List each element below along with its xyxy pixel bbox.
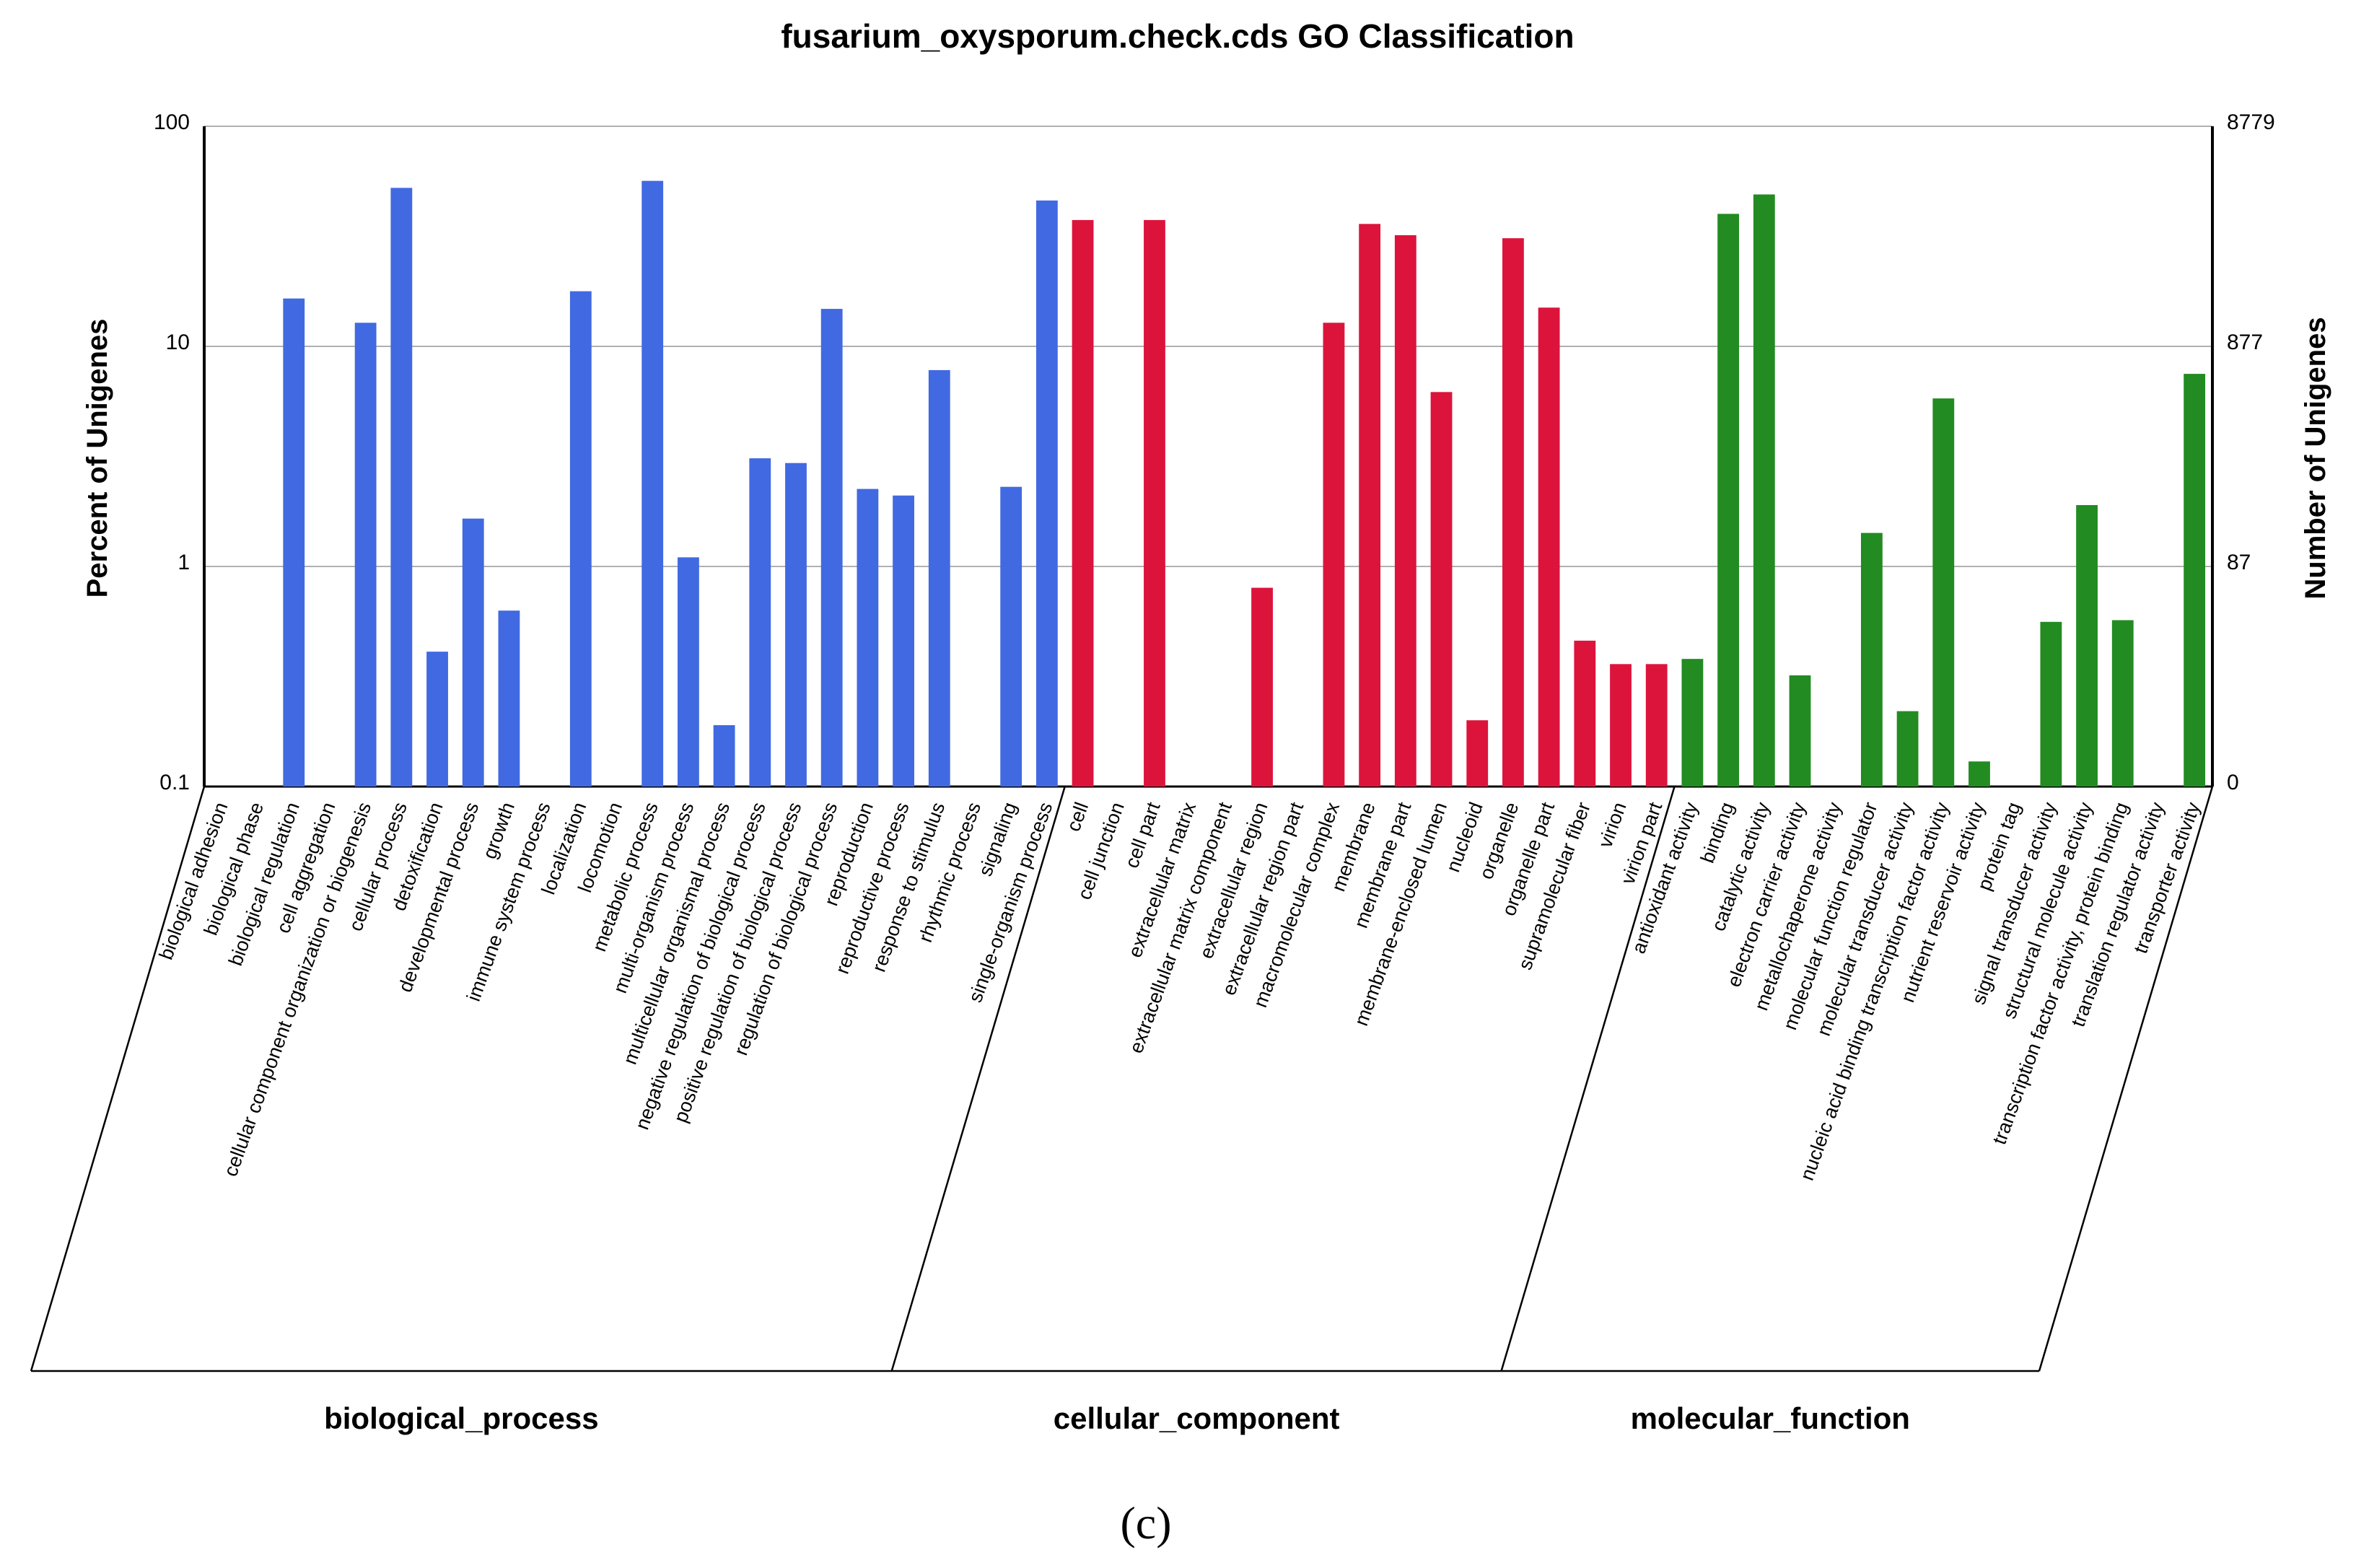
- group-label: biological_process: [324, 1401, 598, 1435]
- bar-0-14: [713, 724, 735, 787]
- bar-1-8: [1359, 224, 1381, 787]
- group-separator: [1500, 786, 1676, 1372]
- bar-1-14: [1574, 640, 1596, 787]
- bar-2-1: [1717, 214, 1740, 787]
- bar-2-5: [1860, 533, 1883, 787]
- bar-1-15: [1610, 664, 1632, 787]
- bar-1-0: [1072, 219, 1094, 787]
- bar-0-2: [283, 298, 305, 787]
- bar-1-9: [1394, 235, 1416, 787]
- bar-0-15: [749, 458, 771, 787]
- left-axis-title: Percent of Unigenes: [82, 319, 113, 598]
- figure-caption: (c): [1120, 1497, 1171, 1549]
- bar-2-2: [1753, 194, 1775, 787]
- right-tick-label: 877: [2227, 330, 2263, 354]
- bar-1-13: [1538, 307, 1560, 787]
- left-tick-label: 1: [178, 551, 190, 574]
- bar-1-5: [1251, 587, 1273, 787]
- bar-0-18: [857, 489, 879, 787]
- bar-0-13: [677, 557, 699, 787]
- bar-2-3: [1789, 675, 1811, 787]
- bar-0-23: [1035, 200, 1058, 787]
- bar-1-7: [1323, 323, 1345, 787]
- left-tick-label: 100: [154, 110, 190, 134]
- panel-left-edge: [30, 786, 206, 1372]
- chart-title: fusarium_oxysporum.check.cds GO Classifi…: [781, 17, 1574, 55]
- bar-2-8: [1969, 761, 1990, 787]
- bar-1-2: [1144, 219, 1165, 787]
- bar-1-10: [1430, 392, 1453, 787]
- left-tick-label: 10: [166, 330, 190, 354]
- category-label: virion: [1594, 800, 1630, 851]
- bar-0-22: [1000, 486, 1022, 787]
- left-tick-label: 0.1: [159, 771, 190, 794]
- bar-2-14: [2184, 374, 2206, 787]
- group-label: cellular_component: [1054, 1401, 1340, 1435]
- right-tick-label: 0: [2227, 771, 2239, 794]
- bar-0-10: [569, 291, 592, 787]
- bar-1-12: [1502, 238, 1524, 787]
- bar-1-16: [1645, 664, 1668, 787]
- bar-2-10: [2040, 621, 2062, 787]
- bar-1-11: [1466, 720, 1489, 787]
- group-separator: [2038, 786, 2214, 1372]
- bar-2-12: [2111, 620, 2134, 787]
- category-label: cell: [1062, 800, 1092, 834]
- bar-0-12: [641, 180, 664, 787]
- category-label: growth: [478, 800, 519, 862]
- right-axis-title: Number of Unigenes: [2300, 317, 2331, 599]
- bar-0-19: [893, 495, 914, 787]
- category-label: binding: [1696, 800, 1738, 866]
- bar-2-0: [1681, 659, 1704, 787]
- bar-2-7: [1932, 398, 1955, 787]
- bar-0-8: [498, 610, 520, 787]
- bar-0-6: [426, 652, 448, 787]
- right-tick-label: 87: [2227, 551, 2251, 574]
- bar-0-5: [390, 188, 413, 787]
- group-separator: [890, 786, 1066, 1372]
- bar-0-20: [928, 369, 950, 787]
- bar-0-17: [820, 309, 843, 787]
- bar-0-7: [462, 518, 484, 787]
- bar-2-6: [1896, 711, 1919, 787]
- group-label: molecular_function: [1631, 1401, 1910, 1435]
- bar-0-16: [785, 463, 807, 787]
- right-tick-label: 8779: [2227, 110, 2275, 134]
- bar-0-4: [354, 323, 377, 787]
- bar-2-11: [2076, 504, 2098, 787]
